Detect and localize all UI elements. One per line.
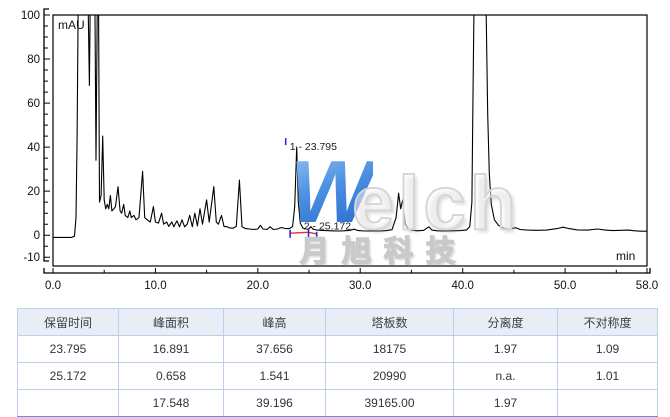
header-peak-height: 峰高 — [223, 308, 326, 336]
table-cell — [17, 389, 119, 417]
table-cell: 20990 — [325, 362, 454, 390]
axis-ticks — [44, 14, 648, 273]
table-cell: n.a. — [453, 362, 558, 390]
table-cell: 16.891 — [118, 335, 224, 363]
table-cell: 1.541 — [223, 362, 326, 390]
peak-labels: 1 - 23.795 2 - 25.172 — [284, 138, 351, 233]
header-resolution: 分离度 — [453, 308, 558, 336]
y-tick-label: 80 — [27, 54, 40, 66]
x-tick-label: 50.0 — [554, 280, 576, 292]
table-cell — [557, 389, 658, 417]
table-cell: 39165.00 — [325, 389, 454, 417]
y-tick-label: 0 — [34, 230, 40, 242]
x-tick-label: 40.0 — [452, 280, 474, 292]
y-tick-label: 60 — [27, 98, 40, 110]
table-cell: 17.548 — [118, 389, 224, 417]
table-cell: 1.09 — [557, 335, 658, 363]
x-axis-unit-label: min — [616, 249, 635, 263]
axis-tick-labels: 0.0 10.0 20.0 30.0 40.0 50.0 58.0 -10 0 20 40 60 80 1… — [21, 10, 658, 292]
chromatogram-trace — [53, 14, 647, 238]
y-tick-label: 100 — [21, 10, 40, 22]
table-cell: 1.97 — [453, 335, 558, 363]
table-header-row: 保留时间 峰面积 峰高 塔板数 分离度 不对称度 — [17, 308, 658, 336]
table-cell: 39.196 — [223, 389, 326, 417]
table-cell: 18175 — [325, 335, 454, 363]
y-axis-unit-label: mAU — [58, 18, 85, 32]
table-cell: 37.656 — [223, 335, 326, 363]
y-tick-label: 40 — [27, 142, 40, 154]
table-cell: 25.172 — [17, 362, 119, 390]
table-cell: 1.97 — [453, 389, 558, 417]
y-tick-label: -10 — [23, 252, 40, 264]
x-tick-label: 20.0 — [247, 280, 269, 292]
table-cell: 23.795 — [17, 335, 119, 363]
plot-frame — [52, 14, 648, 267]
chromatogram-panel: 0.0 10.0 20.0 30.0 40.0 50.0 58.0 -10 0 20 40 60 80 1… — [21, 8, 658, 292]
x-tick-label: 0.0 — [45, 280, 61, 292]
y-axis-line — [43, 8, 49, 262]
peak-label: 1 - 23.795 — [290, 141, 337, 153]
x-tick-label: 30.0 — [349, 280, 371, 292]
header-asymmetry: 不对称度 — [557, 308, 658, 336]
table-cell: 1.01 — [557, 362, 658, 390]
y-tick-label: 20 — [27, 186, 40, 198]
peak-results-table: 保留时间 峰面积 峰高 塔板数 分离度 不对称度 23.795 16.891 3… — [17, 308, 658, 417]
header-retention-time: 保留时间 — [17, 308, 119, 336]
tick-marks — [44, 14, 648, 273]
x-tick-label: 58.0 — [636, 280, 658, 292]
header-plate-number: 塔板数 — [325, 308, 454, 336]
chromatogram-plot: 0.0 10.0 20.0 30.0 40.0 50.0 58.0 -10 0 20 40 60 80 1… — [21, 8, 658, 292]
integration-marks — [289, 229, 318, 242]
table-cell: 0.658 — [118, 362, 224, 390]
signal-trace — [53, 14, 647, 238]
peak-label: 2 - 25.172 — [304, 221, 351, 233]
header-peak-area: 峰面积 — [118, 308, 224, 336]
x-axis-line — [43, 268, 651, 274]
table-row: 23.795 16.891 37.656 18175 1.97 1.09 — [17, 335, 658, 363]
x-tick-label: 10.0 — [144, 280, 166, 292]
table-row: 25.172 0.658 1.541 20990 n.a. 1.01 — [17, 362, 658, 390]
table-row-totals: 17.548 39.196 39165.00 1.97 — [17, 389, 658, 417]
